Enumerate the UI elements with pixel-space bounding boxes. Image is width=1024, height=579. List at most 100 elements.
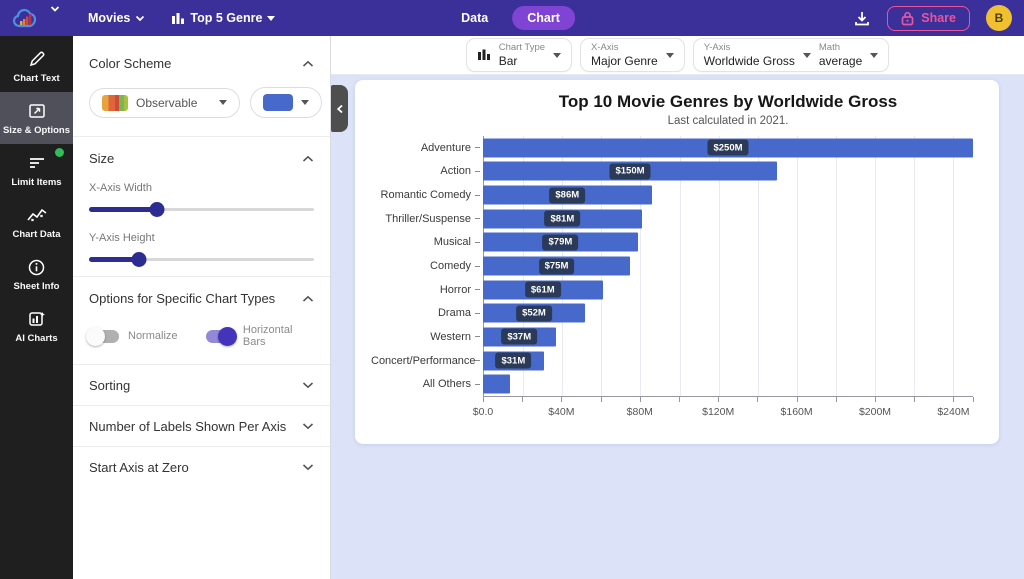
category-label: Horror [439, 283, 471, 296]
sidebar-item-size-options[interactable]: Size & Options [0, 92, 73, 144]
download-icon [855, 11, 870, 25]
bar-horror[interactable]: $61M [483, 280, 603, 300]
caret-down-icon [665, 52, 674, 58]
color-scheme-select[interactable]: Observable [89, 87, 241, 118]
plot-area: Adventure $250M Action $150M Romantic Comedy… [371, 136, 973, 396]
x-axis-width-slider[interactable] [89, 202, 314, 217]
bar-adventure[interactable]: $250M [483, 138, 973, 158]
ai-chart-icon [28, 309, 46, 329]
y-tick-icon [475, 265, 480, 267]
sidebar-item-sheet-info[interactable]: Sheet Info [0, 248, 73, 300]
math-select[interactable]: Math average [819, 42, 862, 68]
section-title: Size [89, 151, 115, 166]
section-color-scheme[interactable]: Color Scheme [73, 46, 330, 81]
x-tick-label: $240M [937, 406, 970, 418]
bar-value-badge: $75M [538, 258, 575, 275]
bar-thriller-suspense[interactable]: $81M [483, 209, 642, 229]
category-label: Adventure [420, 141, 471, 154]
chart-title: Top 10 Movie Genres by Worldwide Gross [558, 92, 898, 111]
x-axis-select[interactable]: X-Axis Major Genre [580, 38, 685, 72]
gridline [836, 136, 838, 396]
avatar[interactable]: B [986, 5, 1012, 31]
bar-all-others[interactable] [483, 374, 511, 394]
slider-thumb[interactable] [149, 202, 164, 217]
pencil-icon [28, 49, 46, 69]
download-button[interactable] [853, 10, 871, 27]
toggle-switch[interactable] [205, 326, 237, 346]
x-axis-label: X-Axis [591, 42, 619, 54]
bar-drama[interactable]: $52M [483, 303, 585, 323]
chart-type-select[interactable]: Chart Type Bar [465, 38, 573, 72]
y-axis-height-slider[interactable] [89, 252, 314, 267]
movies-menu[interactable]: Movies [88, 11, 145, 25]
bar-color-select[interactable] [250, 87, 323, 118]
bar-track: $52M [483, 301, 973, 325]
chevron-up-icon [302, 155, 314, 162]
scheme-swatch-icon [102, 94, 128, 111]
y-tick-icon [475, 147, 480, 149]
section-chart-type-options[interactable]: Options for Specific Chart Types [73, 281, 330, 316]
chart-config-toolbar: Chart Type Bar X-Axis Major Genre Y-Axis… [331, 36, 1024, 75]
share-button[interactable]: Share [887, 5, 970, 31]
divider [73, 136, 330, 137]
y-axis-height-label: Y-Axis Height [89, 232, 155, 244]
bar-concert-performance[interactable]: $31M [483, 351, 544, 371]
bar-row-comedy: Comedy $75M [371, 254, 973, 278]
y-tick-icon [475, 312, 480, 314]
bar-value-badge: $79M [542, 234, 579, 251]
section-start-axis-at-zero[interactable]: Start Axis at Zero [73, 446, 330, 487]
section-sorting[interactable]: Sorting [73, 364, 330, 405]
sidebar-item-ai-charts[interactable]: AI Charts [0, 300, 73, 352]
slider-thumb[interactable] [131, 252, 146, 267]
sidebar-item-label: Limit Items [11, 177, 62, 188]
chart-card: Top 10 Movie Genres by Worldwide Gross L… [355, 80, 999, 444]
x-tick-icon [953, 397, 955, 402]
caret-down-icon [301, 100, 310, 105]
toggle-label: Normalize [128, 330, 178, 342]
section-number-of-labels-shown-per-axis[interactable]: Number of Labels Shown Per Axis [73, 405, 330, 446]
caret-down-icon [802, 52, 811, 58]
x-tick-icon [679, 397, 680, 402]
dataset-menu-label: Top 5 Genre [190, 11, 263, 25]
sidebar-item-chart-text[interactable]: Chart Text [0, 40, 73, 92]
tab-chart[interactable]: Chart [512, 6, 575, 30]
sidebar-item-limit-items[interactable]: Limit Items [0, 144, 73, 196]
bar-musical[interactable]: $79M [483, 232, 638, 252]
app-logo[interactable] [12, 5, 60, 31]
math-value: average [818, 53, 863, 68]
x-axis-width-label: X-Axis Width [89, 182, 152, 194]
section-title: Options for Specific Chart Types [89, 291, 276, 306]
filter-lines-icon [28, 153, 46, 173]
resize-icon [28, 101, 46, 121]
toggle-switch[interactable] [86, 326, 119, 346]
divider [73, 276, 330, 277]
slider-fill [89, 257, 139, 262]
gridline [953, 136, 955, 396]
bar-row-concert-performance: Concert/Performance $31M [371, 349, 973, 373]
y-axis-select[interactable]: Y-Axis Worldwide Gross [704, 42, 795, 68]
tab-data[interactable]: Data [461, 11, 489, 25]
bar-value-badge: $81M [544, 210, 581, 227]
category-label: Musical [433, 236, 471, 249]
category-label: Action [440, 165, 471, 178]
normalize-toggle[interactable]: Normalize [86, 326, 178, 346]
y-tick-icon [475, 383, 480, 385]
panel-collapse-button[interactable] [331, 85, 348, 132]
section-title: Number of Labels Shown Per Axis [89, 418, 287, 434]
x-tick-label: $160M [780, 406, 813, 418]
x-tick-label: $80M [626, 406, 653, 418]
bar-value-badge: $250M [707, 139, 749, 156]
gridline [875, 136, 877, 396]
y-tick-icon [475, 194, 480, 196]
dataset-menu[interactable]: Top 5 Genre [171, 11, 276, 25]
sidebar-item-chart-data[interactable]: Chart Data [0, 196, 73, 248]
bar-value-badge: $86M [549, 187, 586, 204]
horizontal-bars-toggle[interactable]: Horizontal Bars [205, 324, 314, 348]
bar-action[interactable]: $150M [483, 161, 777, 181]
bar-comedy[interactable]: $75M [483, 256, 630, 276]
bar-western[interactable]: $37M [483, 327, 556, 347]
bar-track: $31M [483, 349, 973, 373]
section-size[interactable]: Size [73, 141, 330, 176]
bar-romantic-comedy[interactable]: $86M [483, 185, 652, 205]
x-tick-icon [639, 397, 641, 402]
